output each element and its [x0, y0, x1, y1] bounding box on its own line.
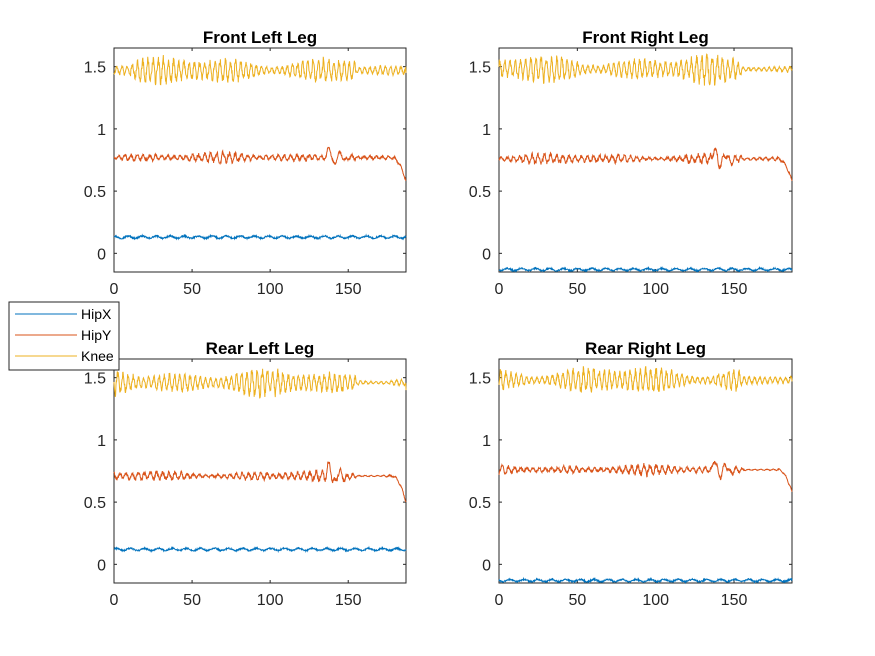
- subplot-3: Rear Left Leg 0 50 100 150 0 0.5 1 1.5: [84, 339, 407, 609]
- y-tick-label: 0.5: [469, 495, 491, 512]
- series-line-hipy: [113, 461, 407, 503]
- series-line-hipx: [113, 545, 407, 554]
- x-tick-label: 150: [721, 592, 748, 609]
- x-tick-label: 100: [642, 281, 669, 298]
- x-tick-label: 150: [335, 281, 362, 298]
- x-tick-label: 150: [335, 592, 362, 609]
- y-tick-label: 1.5: [469, 60, 491, 77]
- series-line-knee: [113, 368, 407, 399]
- y-tick-label: 1.5: [84, 60, 106, 77]
- x-tick-label: 50: [568, 281, 586, 298]
- y-tick-label: 0: [482, 246, 491, 263]
- y-tick-label: 1: [97, 433, 106, 450]
- x-tick-label: 50: [183, 592, 201, 609]
- subplot-title: Front Right Leg: [582, 28, 709, 47]
- y-tick-label: 1.5: [84, 371, 106, 388]
- x-tick-label: 0: [495, 592, 504, 609]
- axes-box: [113, 47, 407, 273]
- x-tick-label: 0: [110, 281, 119, 298]
- series-line-knee: [498, 53, 793, 86]
- x-tick-label: 0: [495, 281, 504, 298]
- legend-label-hipx: HipX: [81, 306, 112, 322]
- x-tick-label: 100: [257, 281, 284, 298]
- y-tick-label: 0.5: [469, 184, 491, 201]
- y-tick-label: 1: [482, 122, 491, 139]
- legend-label-hipy: HipY: [81, 327, 112, 343]
- y-tick-label: 0.5: [84, 184, 106, 201]
- x-tick-label: 50: [568, 592, 586, 609]
- legend: HipX HipY Knee: [8, 301, 120, 371]
- series-line-hipx: [113, 233, 407, 241]
- subplot-4: Rear Right Leg 0 50 100 150 0 0.5 1 1.5: [469, 339, 793, 609]
- y-tick-label: 0: [97, 557, 106, 574]
- series-line-knee: [113, 54, 407, 86]
- series-line-hipy: [498, 147, 793, 182]
- series-line-hipy: [498, 460, 793, 492]
- y-tick-label: 0: [97, 246, 106, 263]
- y-tick-label: 0: [482, 557, 491, 574]
- subplot-2: Front Right Leg 0 50 100 150 0 0.5 1 1.5: [469, 28, 793, 298]
- subplot-title: Front Left Leg: [203, 28, 317, 47]
- x-tick-label: 150: [721, 281, 748, 298]
- subplot-title: Rear Left Leg: [206, 339, 315, 358]
- series-line-hipx: [498, 265, 793, 273]
- y-tick-label: 1.5: [469, 371, 491, 388]
- series-line-hipy: [113, 146, 407, 182]
- legend-box: [8, 301, 120, 371]
- y-tick-label: 1: [97, 122, 106, 139]
- legend-label-knee: Knee: [81, 348, 114, 364]
- subplot-1: Front Left Leg 0 50 100 150 0 0.5 1 1.5: [84, 28, 407, 298]
- y-tick-label: 1: [482, 433, 491, 450]
- series-line-knee: [498, 366, 793, 393]
- x-tick-label: 100: [257, 592, 284, 609]
- x-tick-label: 50: [183, 281, 201, 298]
- y-tick-label: 0.5: [84, 495, 106, 512]
- series-line-hipx: [498, 576, 793, 585]
- x-tick-label: 0: [110, 592, 119, 609]
- x-tick-label: 100: [642, 592, 669, 609]
- subplot-title: Rear Right Leg: [585, 339, 706, 358]
